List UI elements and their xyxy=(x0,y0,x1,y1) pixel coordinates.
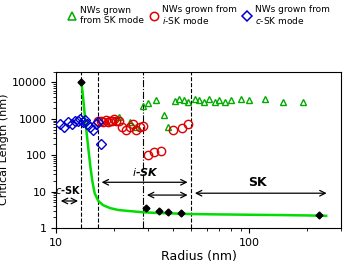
Text: $c$-SK: $c$-SK xyxy=(55,184,81,196)
X-axis label: Radius (nm): Radius (nm) xyxy=(161,250,237,263)
Legend: NWs grown
from SK mode, NWs grown from
$i$-SK mode, NWs grown from
$c$-SK mode: NWs grown from SK mode, NWs grown from $… xyxy=(64,1,334,30)
Text: $i$-SK: $i$-SK xyxy=(132,166,159,178)
Y-axis label: Critical Length (nm): Critical Length (nm) xyxy=(0,94,9,205)
Text: SK: SK xyxy=(248,176,267,189)
